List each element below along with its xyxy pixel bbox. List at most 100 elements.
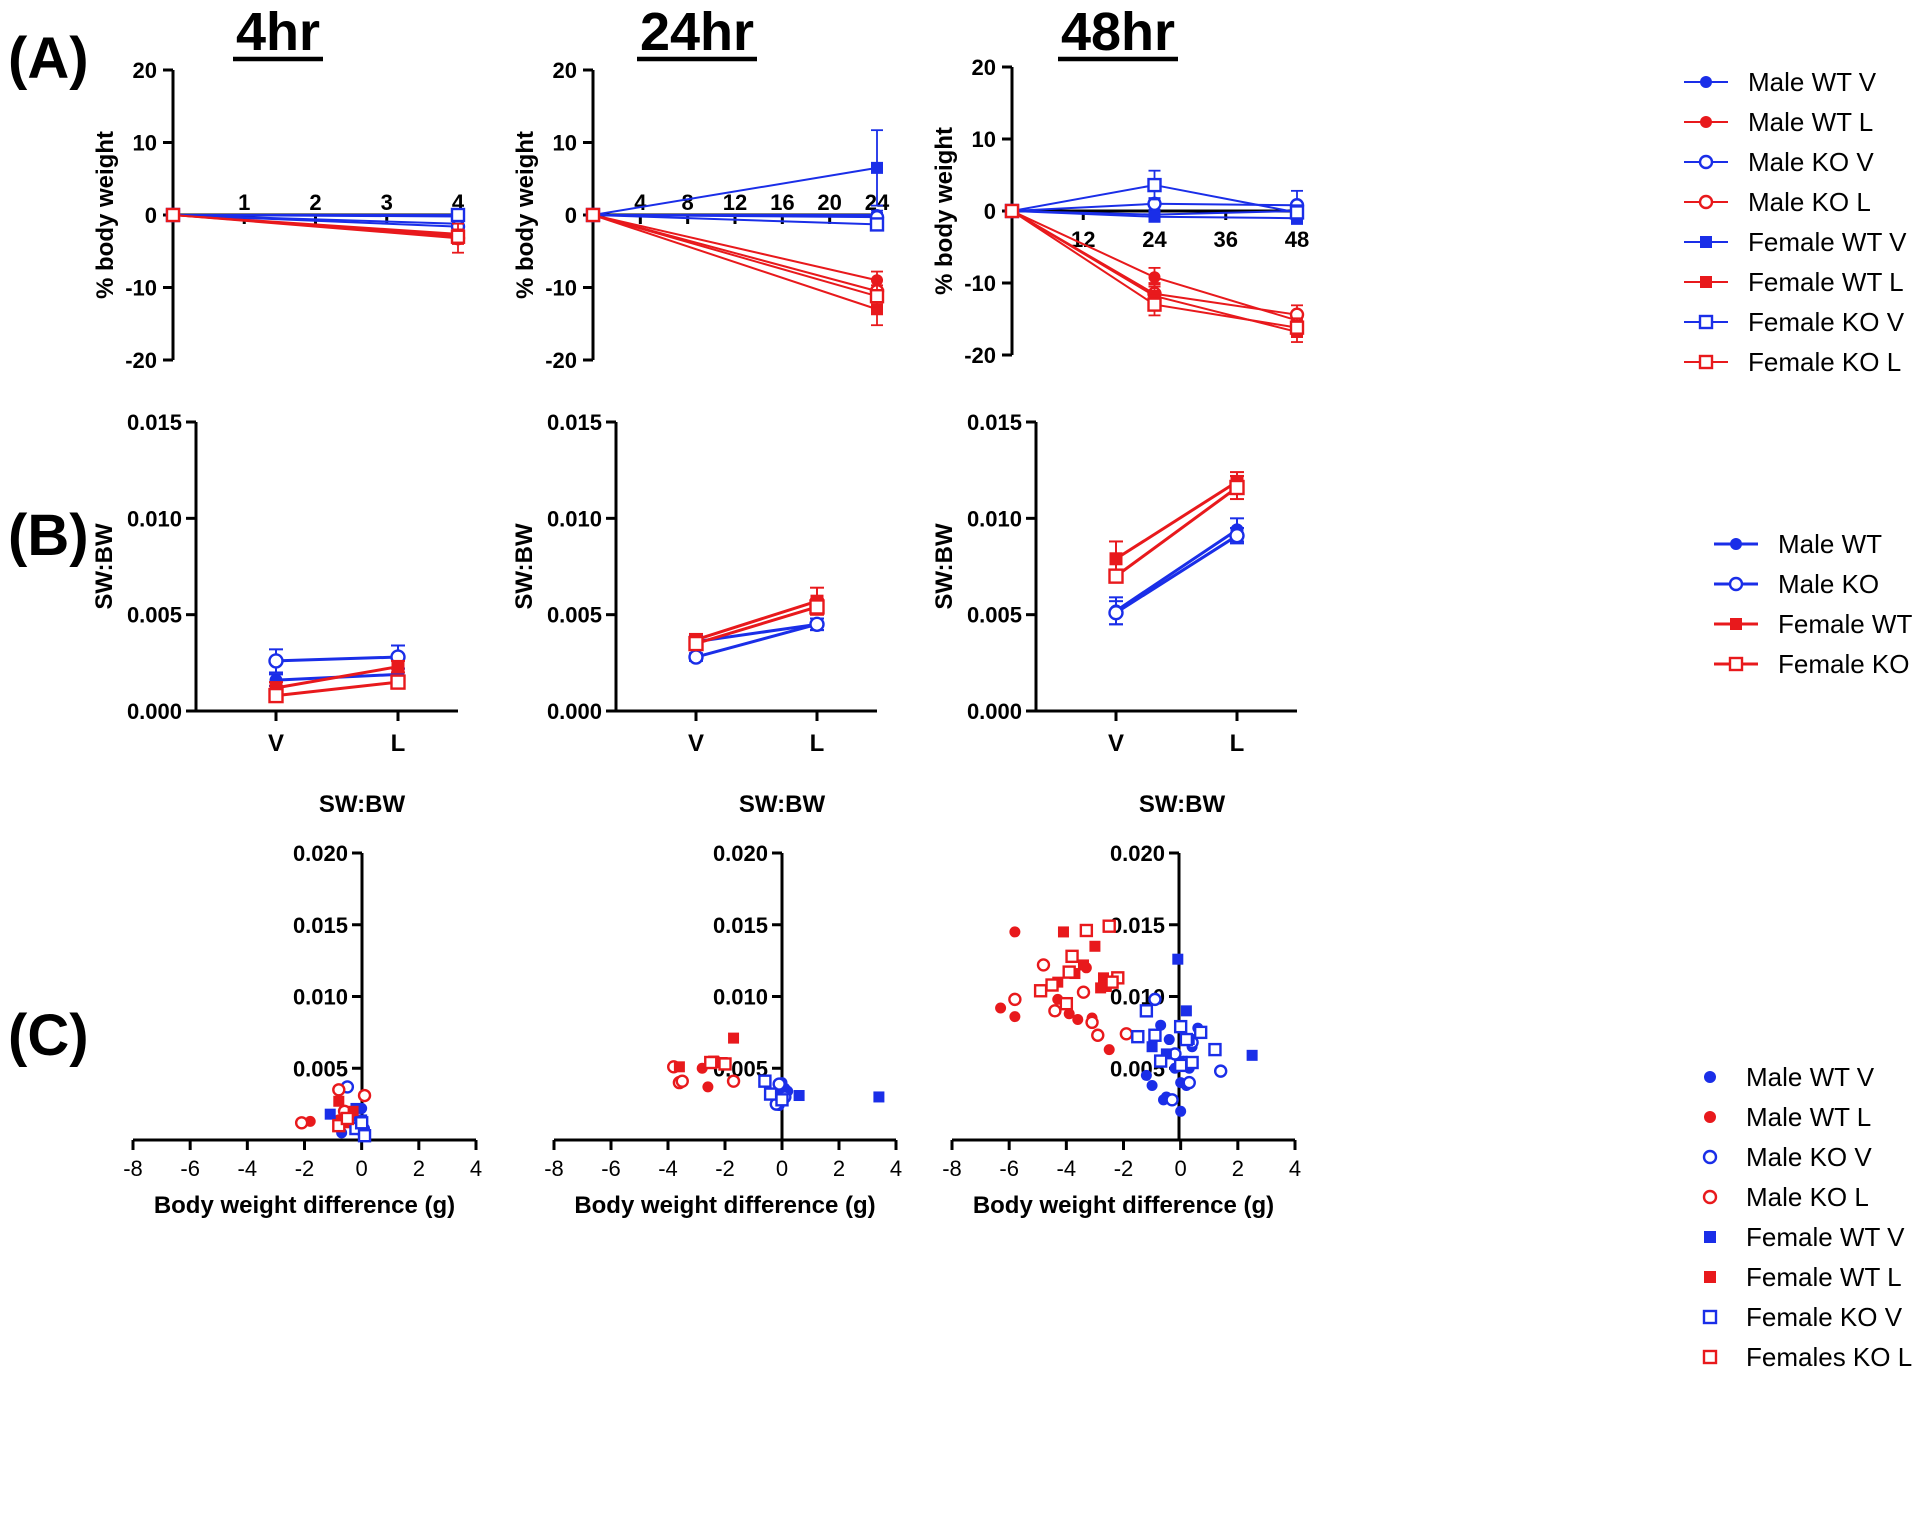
series-line [1115,528,1238,613]
x-tick-label-c-48hr: 2 [1232,1156,1244,1181]
data-point [1105,975,1119,989]
x-tick-label-c-24hr: -4 [658,1156,678,1181]
x-tick-label-c-4hr: 0 [356,1156,368,1181]
y-tick-label-a-24hr: -10 [545,276,577,301]
legend-label: Male WT V [1748,67,1877,97]
x-tick-label-c-4hr: 4 [470,1156,482,1181]
data-point [354,1116,369,1130]
chart-b-48hr: 0.000 0.005 0.010 0.015 SW:BW V L [931,410,1297,757]
series-b-24hr-female-wt [689,586,824,647]
x-tick-label-c-48hr: -8 [942,1156,962,1181]
legend-marker [1698,314,1714,330]
x-tick-label-a-24hr: 16 [770,190,794,215]
data-point [1097,972,1109,984]
legend-b: Male WT Male KO Female WT Female KO [1714,529,1912,679]
y-tick-label-c-48hr: 0.020 [1110,841,1165,866]
data-point [758,1074,772,1088]
x-tick-label-a-24hr: 8 [682,190,694,215]
y-axis-label-a-24hr: % body weight [512,131,539,299]
legend-marker [1700,276,1712,288]
series-line [592,166,878,216]
legend-item-a-male-wt-v: Male WT V [1684,67,1877,97]
series-line [695,605,818,646]
legend-marker [1704,1231,1716,1243]
legend-label: Female WT V [1746,1222,1905,1252]
series-b-48hr-female-wt [1109,471,1244,578]
legend-label: Female WT [1778,609,1912,639]
series-line [275,680,399,698]
data-point [702,1081,714,1093]
legend-label: Male KO L [1748,187,1871,217]
data-point [809,599,825,615]
data-point [1173,1019,1188,1034]
y-tick-label-b-4hr: 0.005 [127,603,182,628]
chart-title-a-4hr: 4hr [236,2,320,62]
data-point [728,1032,740,1044]
series-b-48hr-female-ko [1108,474,1245,584]
data-point [688,649,704,665]
y-tick-label-a-24hr: -20 [545,348,577,373]
data-point [1077,959,1089,971]
data-point [1139,1004,1154,1018]
legend-label: Male KO L [1746,1182,1869,1212]
y-axis-label-a-48hr: % body weight [931,127,958,295]
y-tick-label-c-4hr: 0.020 [293,841,348,866]
data-point [1076,985,1091,999]
x-tick-label-b-48hr: L [1230,730,1245,757]
data-point [1179,1032,1194,1047]
data-point [450,207,466,223]
chart-c-24hr: SW:BW-8 -6 -4 -2 0 2 40.0050.0100.0150.020Body… [544,791,902,1219]
y-tick-label-a-48hr: -20 [964,343,996,368]
data-point [165,207,181,223]
data-point [1246,1049,1258,1061]
data-point [1289,205,1305,220]
chart-c-48hr: SW:BW-8 -6 -4 -2 0 2 40.0050.0100.0150.020Body… [942,791,1301,1219]
data-point [1057,926,1069,938]
data-point [333,1095,345,1107]
legend-item-b-male-wt: Male WT [1714,529,1882,559]
chart-title-c-4hr: SW:BW [319,791,406,818]
series-line [695,599,818,642]
x-axis-label-c-48hr: Body weight difference (g) [973,1192,1274,1219]
data-point [324,1108,336,1120]
data-point [1059,996,1074,1011]
data-point [1072,1013,1084,1025]
y-tick-label-c-4hr: 0.010 [293,985,348,1010]
y-tick-label-c-4hr: 0.005 [293,1056,348,1081]
x-tick-label-b-4hr: L [391,730,406,757]
data-point [1048,1004,1062,1018]
legend-label: Male KO [1778,569,1879,599]
series-b-24hr-male-wt [689,617,824,649]
x-axis-label-c-4hr: Body weight difference (g) [154,1192,455,1219]
series-b-4hr-female-ko [268,674,406,704]
data-point [1140,1069,1152,1081]
data-point [704,1055,718,1070]
x-tick-label-c-48hr: -4 [1057,1156,1077,1181]
data-point [1213,1064,1228,1078]
legend-marker [1700,116,1712,128]
group-c-4hr-female-ko-v [349,1116,372,1143]
data-point [1108,605,1124,621]
x-tick-label-c-24hr: -6 [601,1156,621,1181]
series-a-48hr-female-ko-l [1004,203,1305,338]
series-line [592,214,878,219]
legend-item-c-male-ko-l: Male KO L [1702,1182,1869,1212]
x-tick-label-c-48hr: 4 [1289,1156,1301,1181]
data-point [869,217,885,232]
data-point [1193,1025,1208,1040]
y-tick-label-b-24hr: 0.000 [547,699,602,724]
data-point [1102,919,1116,933]
legend-marker [1730,538,1742,550]
legend-label: Male WT V [1746,1062,1875,1092]
data-point [1085,1015,1099,1030]
legend-item-c-female-wt-v: Female WT V [1704,1222,1905,1252]
data-point [1146,1041,1158,1053]
panel-label-c: (C) [8,1003,89,1068]
data-point [1160,1048,1172,1060]
data-point [1065,949,1079,964]
legend-item-a-female-wt-l: Female WT L [1684,267,1904,297]
data-point [1208,1042,1222,1057]
data-point [1063,1008,1075,1020]
chart-title-a-48hr: 48hr [1061,2,1175,62]
